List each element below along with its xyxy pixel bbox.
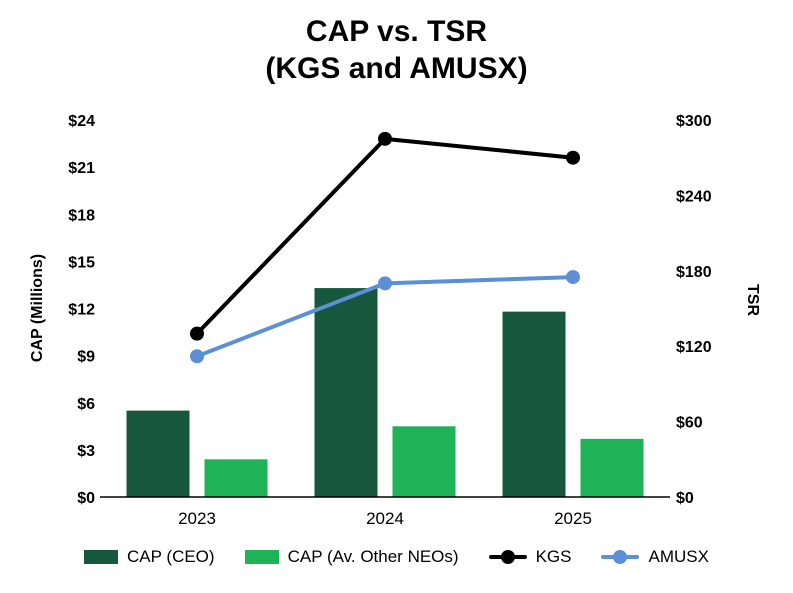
- left-axis-tick-label: $15: [68, 254, 95, 271]
- x-axis-label-2025: 2025: [554, 509, 592, 528]
- left-axis-tick-label: $6: [77, 396, 95, 413]
- x-axis-label-2023: 2023: [178, 509, 216, 528]
- legend-item-cap-ceo: CAP (CEO): [84, 547, 215, 567]
- legend-line-marker-icon: [601, 550, 640, 564]
- legend-line-marker-icon: [488, 550, 527, 564]
- bar-cap-ceo-2025: [502, 311, 566, 497]
- marker-amusx-2025: [566, 270, 580, 285]
- legend: CAP (CEO) CAP (Av. Other NEOs) KGS AMUSX: [0, 547, 793, 567]
- left-axis-tick-label: $12: [68, 302, 95, 319]
- marker-kgs-2024: [378, 131, 392, 146]
- x-axis-label-2024: 2024: [366, 509, 404, 528]
- right-axis-tick-label: $300: [676, 113, 712, 130]
- marker-kgs-2023: [190, 326, 204, 341]
- chart-title-line1: CAP vs. TSR: [305, 15, 488, 48]
- right-axis-tick-label: $240: [676, 188, 712, 205]
- right-axis-tick-label: $60: [676, 415, 703, 432]
- legend-item-kgs: KGS: [488, 547, 572, 567]
- bar-cap-av-other-neos-2024: [392, 426, 456, 497]
- chart-title-line2: (KGS and AMUSX): [265, 51, 528, 85]
- chart-title: CAP vs. TSR (KGS and AMUSX): [0, 14, 793, 87]
- legend-item-cap-av-other-neos: CAP (Av. Other NEOs): [244, 547, 459, 567]
- left-axis-tick-label: $3: [77, 443, 95, 460]
- marker-amusx-2023: [190, 349, 204, 364]
- plot-area: $0 $3 $6 $9 $12 $15 $18 $21 $24 $0 $60 $120 $180 $240…: [68, 113, 712, 528]
- legend-item-amusx: AMUSX: [601, 547, 709, 567]
- left-axis-tick-label: $21: [68, 160, 95, 177]
- legend-label: AMUSX: [648, 547, 709, 566]
- left-axis-tick-label: $9: [77, 349, 95, 366]
- left-axis-tick-label: $24: [68, 113, 95, 130]
- legend-swatch-icon: [244, 550, 279, 564]
- bar-cap-av-other-neos-2023: [204, 459, 268, 497]
- right-axis-tick-label: $120: [676, 339, 712, 356]
- line-kgs: [195, 136, 575, 336]
- right-axis-tick-label: $180: [676, 264, 712, 281]
- legend-label: CAP (Av. Other NEOs): [287, 547, 459, 566]
- legend-label: CAP (CEO): [127, 547, 215, 566]
- marker-kgs-2025: [566, 150, 580, 165]
- bar-cap-ceo-2024: [314, 288, 378, 497]
- right-axis-tick-label: $0: [676, 490, 694, 507]
- legend-label: KGS: [535, 547, 572, 566]
- marker-amusx-2024: [378, 276, 392, 291]
- bar-cap-av-other-neos-2025: [580, 438, 644, 497]
- left-axis-tick-label: $18: [68, 207, 95, 224]
- left-axis-tick-label: $0: [77, 490, 95, 507]
- bar-cap-ceo-2023: [126, 410, 190, 497]
- legend-swatch-icon: [84, 550, 119, 564]
